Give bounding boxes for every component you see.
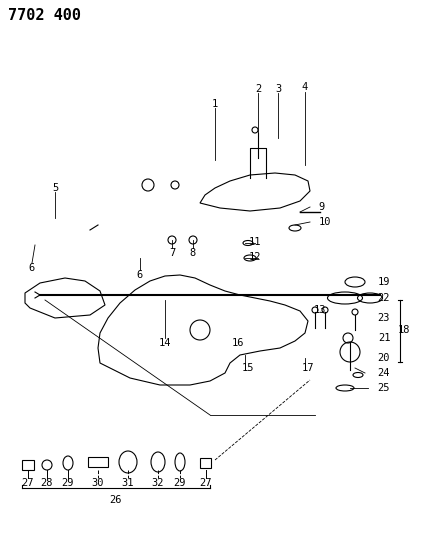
Text: 7702 400: 7702 400 xyxy=(8,8,81,23)
Text: 8: 8 xyxy=(190,248,196,258)
Text: 30: 30 xyxy=(92,478,104,488)
Text: 16: 16 xyxy=(232,338,244,348)
Text: 32: 32 xyxy=(152,478,164,488)
Text: 20: 20 xyxy=(378,353,390,363)
Text: 1: 1 xyxy=(212,99,218,109)
Text: 28: 28 xyxy=(41,478,53,488)
Text: 15: 15 xyxy=(242,363,254,373)
Text: 29: 29 xyxy=(62,478,74,488)
Text: 9: 9 xyxy=(319,202,325,212)
Text: 23: 23 xyxy=(378,313,390,323)
Text: 13: 13 xyxy=(314,305,326,315)
Text: 6: 6 xyxy=(29,263,35,273)
Text: 21: 21 xyxy=(379,333,391,343)
Text: 26: 26 xyxy=(110,495,122,505)
Text: 25: 25 xyxy=(378,383,390,393)
Text: 31: 31 xyxy=(122,478,134,488)
Text: 22: 22 xyxy=(378,293,390,303)
Text: 24: 24 xyxy=(378,368,390,378)
Text: 3: 3 xyxy=(275,84,281,94)
Text: 27: 27 xyxy=(200,478,212,488)
Text: 19: 19 xyxy=(378,277,390,287)
Text: 17: 17 xyxy=(302,363,314,373)
Text: 18: 18 xyxy=(398,325,410,335)
Text: 14: 14 xyxy=(159,338,171,348)
Text: 27: 27 xyxy=(22,478,34,488)
Text: 6: 6 xyxy=(137,270,143,280)
Text: 4: 4 xyxy=(302,82,308,92)
Text: 29: 29 xyxy=(174,478,186,488)
Text: 2: 2 xyxy=(255,84,261,94)
Text: 12: 12 xyxy=(249,252,261,262)
Text: 7: 7 xyxy=(169,248,175,258)
Text: 10: 10 xyxy=(319,217,331,227)
Text: 5: 5 xyxy=(52,183,58,193)
Text: 11: 11 xyxy=(249,237,261,247)
